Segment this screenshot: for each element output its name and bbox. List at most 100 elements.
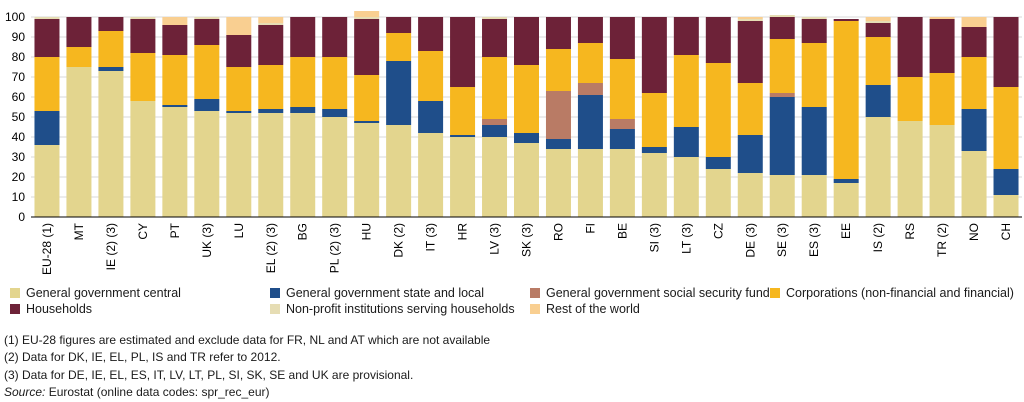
bar-segment [801,17,827,19]
x-tick-label: EU-28 (1) [40,223,54,275]
x-tick-label: CZ [711,223,725,239]
bar-segment [482,137,508,217]
bar-segment [34,17,60,19]
bar-segment [482,119,508,125]
source-text: Eurostat (online data codes: spr_rec_eur… [48,384,270,399]
bar-segment [162,55,188,105]
bar-segment [673,157,699,217]
x-tick-label: BG [296,223,310,240]
bar-segment [258,25,284,65]
x-tick-label: LT (3) [679,223,693,254]
bar-segment [418,17,444,51]
bar-segment [769,17,795,39]
bar-segment [290,113,316,217]
bar-segment [737,17,763,19]
legend-item-gg-social-security: General government social security funds [530,286,776,300]
bar-segment [258,17,284,23]
source-line: Source: Eurostat (online data codes: spr… [4,384,490,401]
bar-segment [482,125,508,137]
bar-segment [609,129,635,149]
bar-segment [673,127,699,157]
bar-segment [609,119,635,129]
bar-segment [961,151,987,217]
y-tick-labels: 0 10 20 30 40 50 60 70 80 90 100 [5,10,25,224]
bar-segment [929,125,955,217]
y-tick-label: 60 [12,90,26,104]
bar-segment [865,23,891,37]
x-tick-label: TR (2) [935,223,949,257]
x-tick-label: CY [136,223,150,240]
bar-segment [226,17,252,35]
legend-label: Households [26,302,93,316]
bar-segment [290,57,316,107]
bar-segment [609,17,635,59]
legend-label: Non-profit institutions serving househol… [286,302,515,316]
x-tick-label: SK (3) [520,223,534,257]
bar-segment [482,17,508,19]
bar-segment [545,91,571,139]
bar-segment [450,137,476,217]
bar-segment [66,67,92,217]
bar-segment [450,17,476,87]
x-tick-label: UK (3) [200,223,214,258]
bar-segment [482,57,508,119]
bar-segment [737,135,763,173]
bar-segment [34,19,60,57]
bar-segment [865,37,891,85]
bar-segment [705,17,731,63]
bar-segment [386,61,412,125]
bar-segment [641,153,667,217]
x-tick-label: MT [72,222,86,240]
bar-segment [226,111,252,113]
bar-segment [386,125,412,217]
bar-segment [226,35,252,67]
bar-segment [833,183,859,217]
legend-item-households: Households [10,302,92,316]
bar-segment [194,17,220,19]
bar-segment [514,143,539,217]
bar-segment [993,87,1019,169]
bar-segment [258,23,284,25]
bar-segment [929,17,955,19]
legend-swatch [770,288,780,298]
bar-segment [993,17,1019,87]
footnote-2: (2) Data for DK, IE, EL, PL, IS and TR r… [4,350,281,365]
bar-segment [641,17,667,93]
bar-segment [705,63,731,157]
bar-segment [801,43,827,107]
bar-segment [162,107,188,217]
x-tick-label: IE (2) (3) [104,223,118,270]
x-tick-label: DE (3) [743,223,757,258]
legend-label: Rest of the world [546,302,640,316]
bar-segment [226,113,252,217]
bar-segment [769,15,795,17]
bar-segment [34,57,60,111]
bar-segment [322,17,348,57]
bar-segment [673,55,699,127]
bar-segment [354,11,380,17]
bar-segment [450,87,476,135]
bar-segment [993,169,1019,195]
bar-segment [194,19,220,45]
bar-segment [577,95,603,149]
bar-segment [609,59,635,119]
legend-label: General government state and local [286,286,485,300]
bar-segment [162,17,188,25]
bar-segment [577,17,603,43]
bar-segment [769,93,795,97]
bar-segment [641,93,667,147]
bar-segment [258,65,284,109]
bar-segment [865,17,891,21]
x-tick-label: CH [999,223,1013,240]
bar-segment [545,49,571,91]
x-tick-label: PL (2) (3) [328,223,342,273]
bar-segment [66,47,92,67]
bar-segment [226,67,252,111]
bar-segment [801,107,827,175]
bar-segment [865,21,891,23]
bar-segment [577,83,603,95]
x-tick-label: LV (3) [488,223,502,255]
bar-segment [897,17,923,77]
bar-segment [258,113,284,217]
legend-item-gg-central: General government central [10,286,181,300]
